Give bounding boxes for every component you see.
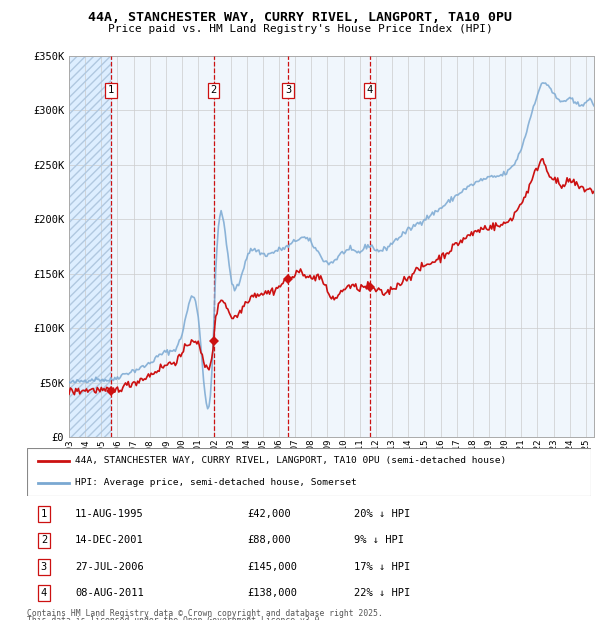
Text: 14-DEC-2001: 14-DEC-2001 [75,536,143,546]
Text: 44A, STANCHESTER WAY, CURRY RIVEL, LANGPORT, TA10 0PU (semi-detached house): 44A, STANCHESTER WAY, CURRY RIVEL, LANGP… [75,456,506,465]
Text: 4: 4 [41,588,47,598]
FancyBboxPatch shape [27,448,591,496]
Text: 3: 3 [285,85,291,95]
Text: 27-JUL-2006: 27-JUL-2006 [75,562,143,572]
Text: 20% ↓ HPI: 20% ↓ HPI [354,509,410,519]
Text: £138,000: £138,000 [247,588,297,598]
Bar [69,56,111,437]
Text: £42,000: £42,000 [247,509,291,519]
Text: 9% ↓ HPI: 9% ↓ HPI [354,536,404,546]
Text: 1: 1 [108,85,114,95]
Text: £145,000: £145,000 [247,562,297,572]
Text: 2: 2 [211,85,217,95]
Text: 44A, STANCHESTER WAY, CURRY RIVEL, LANGPORT, TA10 0PU: 44A, STANCHESTER WAY, CURRY RIVEL, LANGP… [88,11,512,24]
Text: Price paid vs. HM Land Registry's House Price Index (HPI): Price paid vs. HM Land Registry's House … [107,24,493,33]
Text: 11-AUG-1995: 11-AUG-1995 [75,509,143,519]
Text: HPI: Average price, semi-detached house, Somerset: HPI: Average price, semi-detached house,… [75,479,356,487]
Text: 17% ↓ HPI: 17% ↓ HPI [354,562,410,572]
Text: 2: 2 [41,536,47,546]
Text: This data is licensed under the Open Government Licence v3.0.: This data is licensed under the Open Gov… [27,616,325,620]
Text: 08-AUG-2011: 08-AUG-2011 [75,588,143,598]
Text: Contains HM Land Registry data © Crown copyright and database right 2025.: Contains HM Land Registry data © Crown c… [27,609,383,618]
Text: 22% ↓ HPI: 22% ↓ HPI [354,588,410,598]
Bar [69,56,111,437]
Text: 4: 4 [367,85,373,95]
Text: 1: 1 [41,509,47,519]
Text: 3: 3 [41,562,47,572]
Text: £88,000: £88,000 [247,536,291,546]
